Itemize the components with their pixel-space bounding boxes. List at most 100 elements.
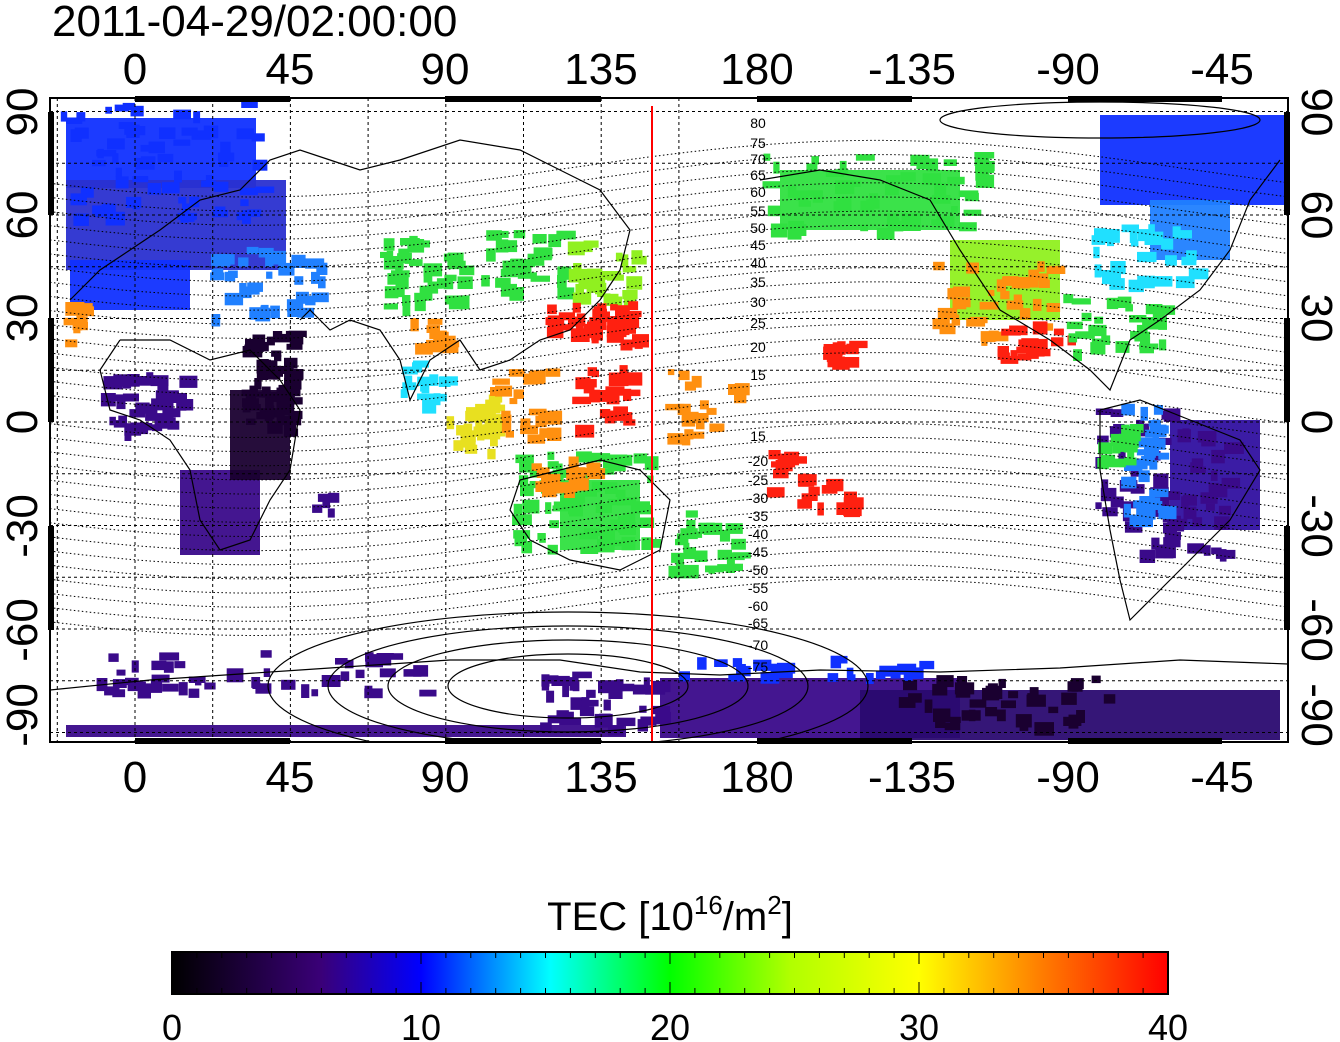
tec-pixel (620, 339, 633, 351)
tec-pixel (1145, 429, 1165, 438)
tec-pixel (768, 450, 781, 460)
contour-label: 65 (750, 167, 766, 183)
tec-pixel (285, 330, 303, 342)
tec-pixel (423, 269, 433, 283)
tec-pixel (996, 709, 1006, 722)
tec-pixel (242, 398, 259, 408)
tec-pixel (684, 381, 696, 391)
tec-pixel (530, 370, 546, 385)
tec-pixel (811, 156, 819, 165)
tec-pixel (773, 469, 789, 479)
lon-tick-label: 90 (421, 753, 470, 802)
lat-tick-label: 0 (1292, 410, 1340, 434)
tec-pixel (385, 653, 404, 660)
tec-pixel (997, 352, 1010, 360)
tec-pixel (439, 376, 458, 386)
tec-pixel (615, 489, 626, 498)
tec-pixel (520, 425, 539, 435)
tec-pixel (639, 705, 647, 713)
tec-pixel (953, 286, 971, 298)
tec-pixel (684, 429, 694, 440)
tec-pixel (556, 230, 576, 240)
tec-pixel (266, 336, 275, 346)
tec-pixel (1092, 340, 1099, 347)
tec-pixel (787, 185, 797, 198)
tec-pixel (1151, 438, 1166, 450)
tec-pixel (794, 456, 807, 464)
tec-pixel (265, 397, 274, 412)
tec-pixel (821, 485, 838, 494)
tec-pixel (767, 205, 781, 217)
tec-pixel (364, 685, 373, 698)
tec-pixel (592, 370, 599, 378)
tec-pixel (1153, 405, 1163, 415)
tec-pixel (667, 369, 675, 376)
lat-tick-label: -90 (0, 683, 47, 747)
tec-pixel (605, 296, 623, 306)
tec-pixel (1214, 516, 1230, 530)
lon-tick-label: -90 (1036, 753, 1100, 802)
tec-pixel (1163, 544, 1176, 559)
tec-pixel (1110, 496, 1124, 508)
tec-pixel (1095, 502, 1102, 510)
tec-pixel (596, 277, 606, 287)
tec-pixel (839, 160, 847, 174)
tec-pixel (753, 659, 772, 671)
tec-pixel (597, 303, 607, 311)
tec-pixel (1029, 687, 1039, 697)
tec-pixel (665, 403, 685, 411)
tec-pixel (680, 528, 698, 540)
tec-pixel (66, 117, 83, 124)
tec-pixel (115, 176, 129, 189)
contour-label: 50 (750, 220, 766, 236)
tec-pixel (211, 314, 221, 327)
tec-pixel (608, 689, 623, 699)
tec-pixel (1002, 276, 1018, 284)
tec-pixel (460, 441, 476, 448)
tec-pixel (1160, 305, 1176, 315)
tec-pixel (678, 671, 690, 682)
tec-pixel (681, 411, 699, 424)
tec-pixel (1140, 335, 1151, 345)
tec-pixel (1186, 250, 1197, 261)
tec-pixel (276, 387, 295, 398)
tec-pixel (158, 392, 177, 399)
tec-pixel (623, 419, 636, 426)
tec-pixel (586, 689, 596, 698)
tec-pixel (572, 467, 581, 475)
tec-pixel (900, 172, 916, 182)
tec-pixel (676, 533, 683, 543)
tec-pixel (242, 286, 260, 295)
tec-pixel (137, 689, 151, 699)
tec-pixel (557, 324, 573, 331)
tec-pixel (541, 682, 550, 691)
tec-pixel (70, 193, 87, 206)
tec-pixel (943, 159, 957, 166)
tec-pixel (1187, 543, 1204, 554)
tec-pixel (953, 314, 960, 325)
tec-pixel (443, 282, 454, 290)
tec-pixel (1121, 224, 1139, 233)
tec-pixel (289, 388, 301, 397)
tec-pixel (100, 393, 116, 407)
tec-pixel (391, 270, 410, 278)
tec-pixel (502, 240, 518, 253)
tec-pixel (1158, 339, 1167, 351)
tec-pixel (1017, 353, 1032, 361)
tec-pixel (137, 376, 152, 386)
lon-tick-label: 0 (123, 45, 147, 94)
tec-pixel (557, 287, 575, 300)
tec-pixel (1211, 449, 1225, 464)
tec-pixel (610, 519, 625, 532)
tec-pixel (519, 459, 534, 473)
contour-label: -20 (748, 453, 768, 469)
tec-pixel (116, 669, 126, 676)
tec-pixel (1121, 424, 1130, 436)
tec-pixel (579, 532, 598, 540)
frame-bar-bottom (135, 738, 290, 744)
tec-pixel (1168, 518, 1188, 527)
tec-pixel (572, 302, 581, 313)
tec-pixel (145, 409, 158, 421)
contour-label: 45 (750, 237, 766, 253)
tec-pixel (708, 565, 716, 574)
